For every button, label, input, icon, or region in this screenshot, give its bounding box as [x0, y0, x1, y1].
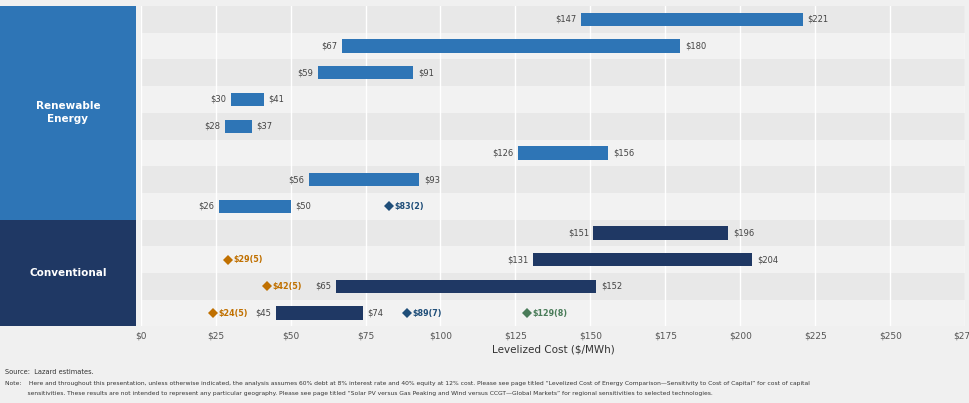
Bar: [141, 220, 964, 246]
Text: $28: $28: [203, 122, 220, 131]
Text: Renewable
Energy: Renewable Energy: [36, 101, 100, 125]
Bar: [341, 39, 679, 53]
Text: $147: $147: [555, 15, 577, 24]
Bar: [141, 86, 964, 113]
Bar: [141, 193, 964, 220]
Text: $74: $74: [366, 309, 383, 318]
Text: $41: $41: [267, 95, 284, 104]
Bar: [141, 33, 964, 60]
Text: Note:    Here and throughout this presentation, unless otherwise indicated, the : Note: Here and throughout this presentat…: [5, 381, 809, 386]
Text: $131: $131: [507, 255, 528, 264]
Text: $180: $180: [684, 42, 705, 51]
Text: $196: $196: [732, 229, 753, 237]
Text: $45: $45: [255, 309, 270, 318]
Text: $65: $65: [315, 282, 330, 291]
Bar: [141, 300, 964, 326]
X-axis label: Levelized Cost ($/MWh): Levelized Cost ($/MWh): [491, 345, 613, 355]
Text: $129(8): $129(8): [532, 309, 568, 318]
Text: $59: $59: [297, 68, 313, 77]
Bar: [225, 120, 251, 133]
Text: $37: $37: [256, 122, 272, 131]
Bar: [593, 226, 728, 240]
Text: Source:  Lazard estimates.: Source: Lazard estimates.: [5, 369, 93, 375]
Text: $26: $26: [198, 202, 214, 211]
Text: $30: $30: [210, 95, 226, 104]
Bar: [218, 199, 291, 213]
Text: $56: $56: [288, 175, 303, 184]
Bar: [517, 146, 608, 160]
Text: sensitivities. These results are not intended to represent any particular geogra: sensitivities. These results are not int…: [5, 391, 712, 396]
Text: $67: $67: [321, 42, 336, 51]
Text: $42(5): $42(5): [271, 282, 301, 291]
Text: $156: $156: [612, 148, 634, 158]
Text: $221: $221: [807, 15, 828, 24]
Text: $91: $91: [418, 68, 433, 77]
Bar: [580, 13, 802, 26]
Text: $83(2): $83(2): [394, 202, 424, 211]
Text: $151: $151: [567, 229, 588, 237]
Bar: [231, 93, 264, 106]
Text: $152: $152: [600, 282, 621, 291]
Bar: [141, 6, 964, 33]
Bar: [141, 113, 964, 139]
Text: $126: $126: [492, 148, 514, 158]
Text: $89(7): $89(7): [413, 309, 442, 318]
Bar: [141, 273, 964, 300]
Text: $204: $204: [756, 255, 777, 264]
Text: $24(5): $24(5): [218, 309, 247, 318]
Bar: [141, 139, 964, 166]
Bar: [308, 173, 419, 186]
Bar: [141, 246, 964, 273]
Bar: [141, 59, 964, 86]
Bar: [141, 166, 964, 193]
Bar: [317, 66, 413, 79]
Bar: [275, 306, 362, 320]
Bar: [335, 280, 596, 293]
Text: $50: $50: [295, 202, 311, 211]
Text: Conventional: Conventional: [29, 268, 107, 278]
Bar: [533, 253, 752, 266]
Text: $93: $93: [423, 175, 440, 184]
Text: $29(5): $29(5): [233, 255, 263, 264]
